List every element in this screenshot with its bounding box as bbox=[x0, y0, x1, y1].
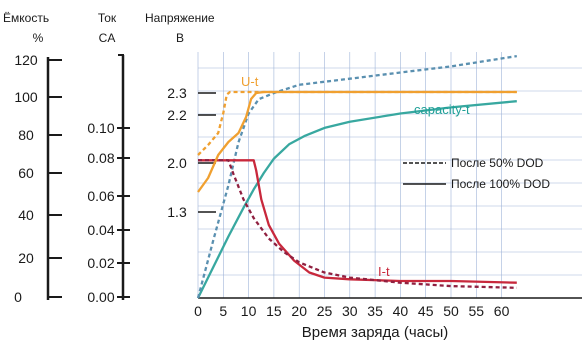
x-tick-label: 45 bbox=[418, 303, 434, 319]
current-tick-label: 0.00 bbox=[87, 289, 114, 305]
capacity-tick-label: 120 bbox=[14, 52, 38, 68]
x-tick-label: 20 bbox=[291, 303, 307, 319]
voltage-axis-title: Напряжение bbox=[145, 11, 215, 25]
x-tick-label: 30 bbox=[342, 303, 358, 319]
annotation-label: capacity-t bbox=[414, 102, 470, 117]
x-tick-label: 10 bbox=[241, 303, 257, 319]
x-tick-label: 55 bbox=[469, 303, 485, 319]
x-axis-label: Время заряда (часы) bbox=[302, 324, 449, 341]
current-tick-label: 0.10 bbox=[87, 120, 114, 136]
voltage-tick-label: 2.2 bbox=[167, 107, 187, 123]
legend-entry: После 100% DOD bbox=[451, 177, 550, 191]
voltage-series-50 bbox=[197, 90, 517, 156]
annotation-label: U-t bbox=[241, 74, 259, 89]
current-tick-label: 0.04 bbox=[87, 222, 114, 238]
legend-entry: После 50% DOD bbox=[451, 156, 544, 170]
capacity-series-50 bbox=[196, 54, 517, 299]
capacity-tick-label: 40 bbox=[18, 207, 34, 223]
left-axes: Ёмкость % Ток CA Напряжение В bbox=[3, 11, 216, 300]
voltage-tick-label: 1.3 bbox=[167, 204, 187, 220]
current-series-50 bbox=[198, 159, 517, 289]
voltage-tick-label: 2.0 bbox=[167, 155, 187, 171]
current-tick-label: 0.06 bbox=[87, 188, 114, 204]
capacity-tick-label: 80 bbox=[18, 127, 34, 143]
capacity-tick-label: 100 bbox=[14, 89, 38, 105]
tick-labels: 1201008060402000.100.080.060.040.020.002… bbox=[14, 52, 509, 319]
x-tick-label: 15 bbox=[266, 303, 282, 319]
current-axis-unit: CA bbox=[99, 31, 116, 45]
annotations: U-t capacity-t I-t bbox=[241, 74, 470, 279]
capacity-axis-title: Ёмкость bbox=[3, 11, 49, 25]
capacity-series-100 bbox=[196, 100, 517, 299]
capacity-tick-label: 20 bbox=[18, 250, 34, 266]
current-axis-title: Ток bbox=[98, 11, 117, 25]
capacity-axis-unit: % bbox=[33, 31, 44, 45]
x-tick-label: 0 bbox=[194, 303, 202, 319]
x-tick-label: 50 bbox=[443, 303, 459, 319]
voltage-tick-label: 2.3 bbox=[167, 85, 187, 101]
voltage-axis-unit: В bbox=[176, 31, 184, 45]
current-tick-label: 0.02 bbox=[87, 255, 114, 271]
legend: После 50% DOD После 100% DOD bbox=[403, 156, 550, 191]
annotation-label: I-t bbox=[378, 264, 390, 279]
capacity-tick-label: 0 bbox=[14, 289, 22, 305]
capacity-tick-label: 60 bbox=[18, 165, 34, 181]
x-tick-label: 60 bbox=[494, 303, 510, 319]
x-tick-label: 35 bbox=[367, 303, 383, 319]
x-tick-label: 25 bbox=[317, 303, 333, 319]
series-layer bbox=[196, 54, 517, 299]
current-tick-label: 0.08 bbox=[87, 150, 114, 166]
x-tick-label: 40 bbox=[393, 303, 409, 319]
x-tick-label: 5 bbox=[219, 303, 227, 319]
current-series-100 bbox=[198, 159, 517, 284]
